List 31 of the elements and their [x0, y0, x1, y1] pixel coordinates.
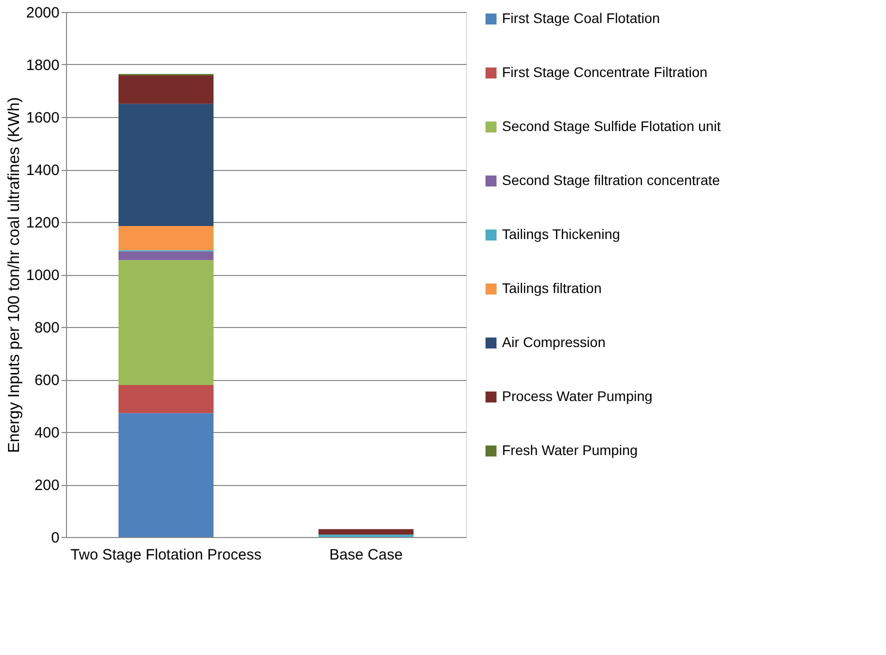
bar — [118, 385, 214, 414]
x-tick-label: Base Case — [329, 546, 403, 564]
bar — [118, 226, 214, 250]
y-tick-label: 400 — [34, 424, 60, 442]
legend-label: Process Water Pumping — [502, 388, 652, 404]
y-axis-title: Energy Inputs per 100 ton/hr coal ultrafines (KWh) — [6, 97, 24, 453]
y-tick-label: 1800 — [26, 57, 60, 74]
bar — [318, 529, 414, 535]
y-tick-label: 1600 — [26, 110, 60, 126]
legend-label: Second Stage filtration concentrate — [502, 172, 720, 188]
y-tick-label: 600 — [34, 372, 60, 389]
bar — [118, 104, 214, 226]
bar — [118, 251, 214, 260]
bar — [118, 413, 214, 537]
legend-label: Second Stage Sulfide Flotation unit — [502, 118, 721, 134]
y-tick-label: 200 — [34, 477, 60, 494]
legend-label: Air Compression — [502, 334, 606, 350]
bar — [118, 260, 214, 386]
legend-label: Fresh Water Pumping — [502, 442, 638, 458]
legend-label: Tailings Thickening — [502, 226, 620, 242]
y-tick-label: 1000 — [26, 267, 60, 284]
x-tick-label: Two Stage Flotation Process — [70, 546, 262, 564]
y-tick-label: 1400 — [26, 162, 60, 179]
bar — [118, 76, 214, 104]
y-tick-label: 1200 — [26, 214, 60, 232]
y-tick-label: 0 — [51, 530, 60, 546]
y-tick-label: 800 — [34, 320, 60, 336]
legend-label: First Stage Coal Flotation — [502, 10, 660, 26]
y-tick-label: 2000 — [26, 4, 60, 22]
legend-label: First Stage Concentrate Filtration — [502, 64, 708, 80]
legend-label: Tailings filtration — [502, 280, 602, 296]
